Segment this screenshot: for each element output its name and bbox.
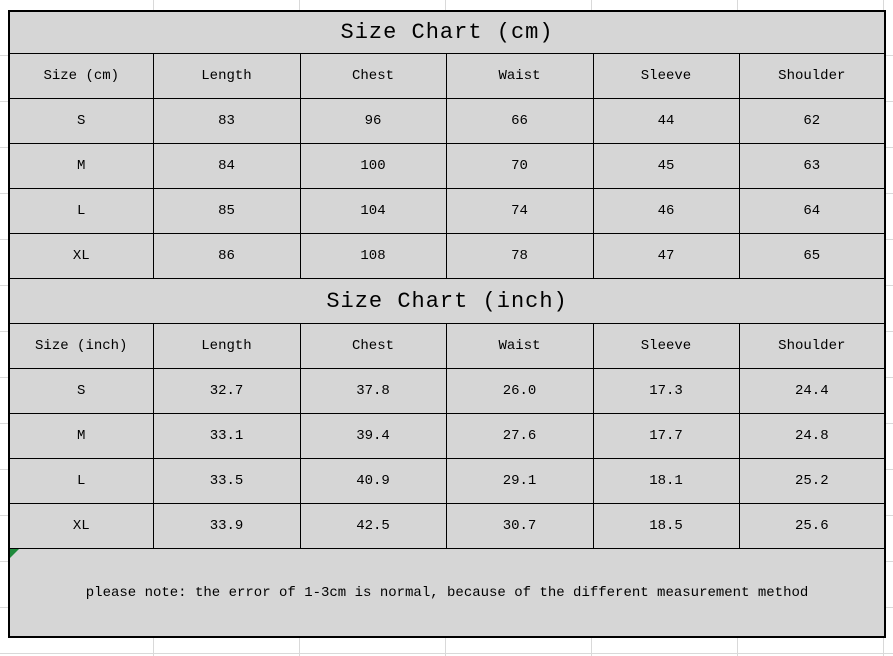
- table-row: M 84 100 70 45 63: [8, 143, 886, 189]
- table-row: XL 33.9 42.5 30.7 18.5 25.6: [8, 503, 886, 549]
- table-cell: 33.5: [152, 458, 301, 504]
- table-cell: 24.8: [738, 413, 886, 459]
- table-row: S 32.7 37.8 26.0 17.3 24.4: [8, 368, 886, 414]
- table-row: XL 86 108 78 47 65: [8, 233, 886, 279]
- table-cell: 18.5: [592, 503, 740, 549]
- size-cell: L: [8, 188, 154, 234]
- size-cell: S: [8, 368, 154, 414]
- table-cell: 65: [738, 233, 886, 279]
- table-cell: 47: [592, 233, 740, 279]
- table-cell: 78: [445, 233, 594, 279]
- column-header: Shoulder: [738, 323, 886, 369]
- table-cell: 84: [152, 143, 301, 189]
- table-cell: 24.4: [738, 368, 886, 414]
- table-cell: 108: [299, 233, 447, 279]
- table-cell: 64: [738, 188, 886, 234]
- table-row: M 33.1 39.4 27.6 17.7 24.8: [8, 413, 886, 459]
- table-title-cm: Size Chart (cm): [8, 10, 886, 54]
- table-cell: 85: [152, 188, 301, 234]
- table-row: L 33.5 40.9 29.1 18.1 25.2: [8, 458, 886, 504]
- size-cell: XL: [8, 503, 154, 549]
- size-cell: M: [8, 143, 154, 189]
- note-text: please note: the error of 1-3cm is norma…: [85, 584, 809, 601]
- table-cell: 29.1: [445, 458, 594, 504]
- size-cell: S: [8, 98, 154, 144]
- size-cell: L: [8, 458, 154, 504]
- table-row: Size Chart (inch): [8, 278, 886, 324]
- error-indicator-icon: [10, 549, 19, 558]
- column-header: Waist: [445, 53, 594, 99]
- table-cell: 25.2: [738, 458, 886, 504]
- column-header: Size (inch): [8, 323, 154, 369]
- header-row: Size (cm) Length Chest Waist Sleeve Shou…: [8, 53, 886, 99]
- table-cell: 86: [152, 233, 301, 279]
- table-cell: 74: [445, 188, 594, 234]
- size-cell: M: [8, 413, 154, 459]
- column-header: Size (cm): [8, 53, 154, 99]
- table-cell: 62: [738, 98, 886, 144]
- table-row: S 83 96 66 44 62: [8, 98, 886, 144]
- table-cell: 70: [445, 143, 594, 189]
- column-header: Chest: [299, 53, 447, 99]
- table-row: Size Chart (cm): [8, 10, 886, 54]
- table-title-inch: Size Chart (inch): [8, 278, 886, 324]
- table-cell: 37.8: [299, 368, 447, 414]
- size-chart-table: Size Chart (cm) Size (cm) Length Chest W…: [8, 10, 887, 638]
- table-cell: 17.7: [592, 413, 740, 459]
- table-cell: 39.4: [299, 413, 447, 459]
- note-cell: please note: the error of 1-3cm is norma…: [8, 548, 886, 638]
- table-cell: 46: [592, 188, 740, 234]
- column-header: Length: [152, 53, 301, 99]
- column-header: Sleeve: [592, 323, 740, 369]
- column-header: Sleeve: [592, 53, 740, 99]
- table-cell: 27.6: [445, 413, 594, 459]
- table-cell: 32.7: [152, 368, 301, 414]
- table-cell: 96: [299, 98, 447, 144]
- table-cell: 42.5: [299, 503, 447, 549]
- table-cell: 33.9: [152, 503, 301, 549]
- table-cell: 83: [152, 98, 301, 144]
- table-cell: 17.3: [592, 368, 740, 414]
- table-row: L 85 104 74 46 64: [8, 188, 886, 234]
- table-cell: 33.1: [152, 413, 301, 459]
- table-cell: 104: [299, 188, 447, 234]
- table-cell: 45: [592, 143, 740, 189]
- size-cell: XL: [8, 233, 154, 279]
- table-cell: 44: [592, 98, 740, 144]
- table-cell: 25.6: [738, 503, 886, 549]
- column-header: Shoulder: [738, 53, 886, 99]
- table-cell: 100: [299, 143, 447, 189]
- header-row: Size (inch) Length Chest Waist Sleeve Sh…: [8, 323, 886, 369]
- column-header: Waist: [445, 323, 594, 369]
- table-cell: 66: [445, 98, 594, 144]
- table-cell: 26.0: [445, 368, 594, 414]
- column-header: Length: [152, 323, 301, 369]
- table-cell: 18.1: [592, 458, 740, 504]
- table-cell: 30.7: [445, 503, 594, 549]
- table-cell: 63: [738, 143, 886, 189]
- column-header: Chest: [299, 323, 447, 369]
- table-cell: 40.9: [299, 458, 447, 504]
- note-row: please note: the error of 1-3cm is norma…: [8, 548, 886, 638]
